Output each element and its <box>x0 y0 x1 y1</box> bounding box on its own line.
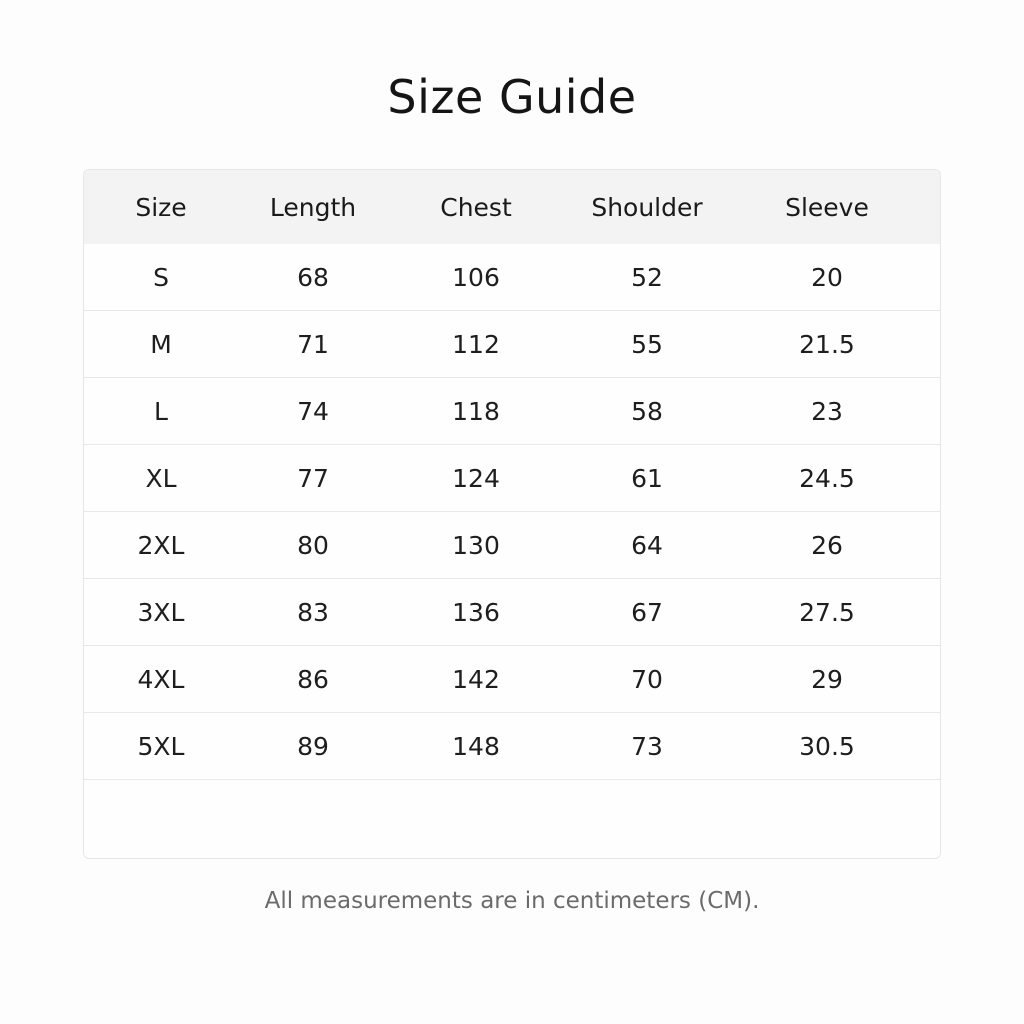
header-size: Size <box>84 170 238 244</box>
cell-shoulder: 67 <box>564 578 730 646</box>
cell-sleeve: 24.5 <box>730 444 940 512</box>
cell-sleeve: 23 <box>730 377 940 445</box>
cell-chest: 148 <box>388 712 564 780</box>
size-table-card: Size Length Chest Shoulder Sleeve S 68 106… <box>83 169 941 859</box>
cell-size: M <box>84 310 238 378</box>
table-row: 2XL 80 130 64 26 <box>84 511 940 579</box>
cell-length: 77 <box>238 444 388 512</box>
cell-shoulder: 52 <box>564 244 730 311</box>
cell-sleeve: 30.5 <box>730 712 940 780</box>
cell-chest: 124 <box>388 444 564 512</box>
table-row: XL 77 124 61 24.5 <box>84 444 940 512</box>
cell-length: 74 <box>238 377 388 445</box>
header-chest: Chest <box>388 170 564 244</box>
header-shoulder: Shoulder <box>564 170 730 244</box>
table-row: L 74 118 58 23 <box>84 377 940 445</box>
cell-sleeve: 21.5 <box>730 310 940 378</box>
cell-size: L <box>84 377 238 445</box>
cell-chest: 130 <box>388 511 564 579</box>
cell-size: S <box>84 244 238 311</box>
cell-size: 3XL <box>84 578 238 646</box>
measurement-note: All measurements are in centimeters (CM)… <box>264 888 760 914</box>
cell-length: 83 <box>238 578 388 646</box>
cell-size: 4XL <box>84 645 238 713</box>
cell-length: 71 <box>238 310 388 378</box>
cell-sleeve: 29 <box>730 645 940 713</box>
header-sleeve: Sleeve <box>730 170 940 244</box>
cell-size: 5XL <box>84 712 238 780</box>
cell-length: 68 <box>238 244 388 311</box>
cell-shoulder: 64 <box>564 511 730 579</box>
cell-sleeve: 20 <box>730 244 940 311</box>
cell-chest: 118 <box>388 377 564 445</box>
cell-length: 86 <box>238 645 388 713</box>
cell-chest: 106 <box>388 244 564 311</box>
table-row: S 68 106 52 20 <box>84 244 940 311</box>
cell-chest: 142 <box>388 645 564 713</box>
cell-sleeve: 26 <box>730 511 940 579</box>
cell-length: 80 <box>238 511 388 579</box>
cell-size: 2XL <box>84 511 238 579</box>
cell-shoulder: 55 <box>564 310 730 378</box>
table-row: M 71 112 55 21.5 <box>84 310 940 378</box>
cell-shoulder: 73 <box>564 712 730 780</box>
size-table: Size Length Chest Shoulder Sleeve S 68 106… <box>84 170 940 780</box>
cell-chest: 136 <box>388 578 564 646</box>
table-row: 3XL 83 136 67 27.5 <box>84 578 940 646</box>
table-header-row: Size Length Chest Shoulder Sleeve <box>84 170 940 244</box>
page-title: Size Guide <box>387 70 637 124</box>
header-length: Length <box>238 170 388 244</box>
cell-sleeve: 27.5 <box>730 578 940 646</box>
cell-shoulder: 70 <box>564 645 730 713</box>
cell-chest: 112 <box>388 310 564 378</box>
table-row: 4XL 86 142 70 29 <box>84 645 940 713</box>
table-row: 5XL 89 148 73 30.5 <box>84 712 940 780</box>
cell-shoulder: 58 <box>564 377 730 445</box>
cell-length: 89 <box>238 712 388 780</box>
cell-size: XL <box>84 444 238 512</box>
cell-shoulder: 61 <box>564 444 730 512</box>
